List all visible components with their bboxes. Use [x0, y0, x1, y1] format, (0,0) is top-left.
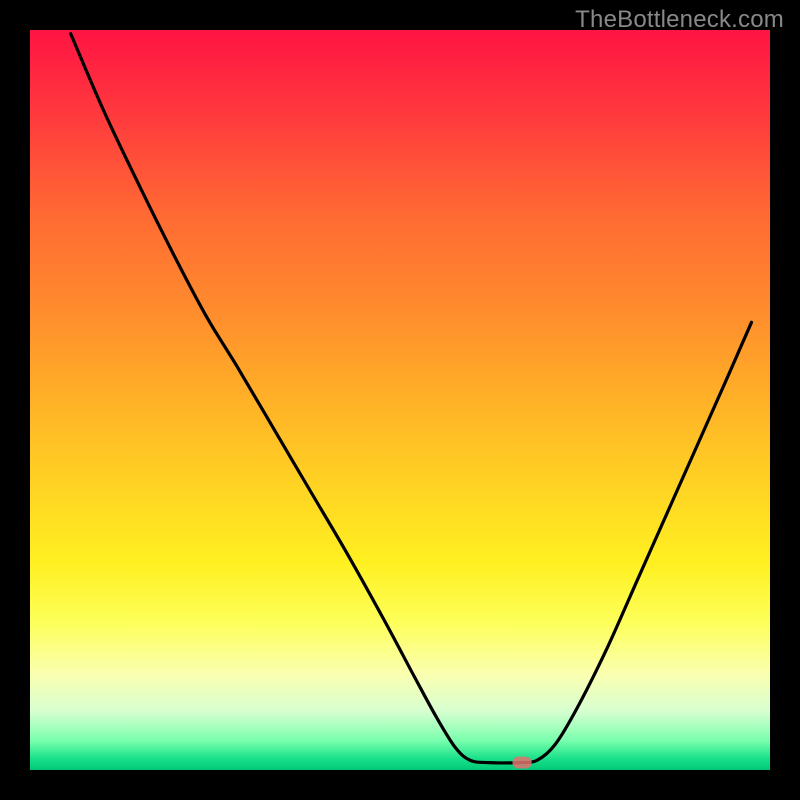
- chart-frame: TheBottleneck.com: [0, 0, 800, 800]
- plot-svg: [30, 30, 770, 770]
- optimal-point-marker: [512, 757, 531, 769]
- gradient-background: [30, 30, 770, 770]
- bottleneck-plot: [30, 30, 770, 770]
